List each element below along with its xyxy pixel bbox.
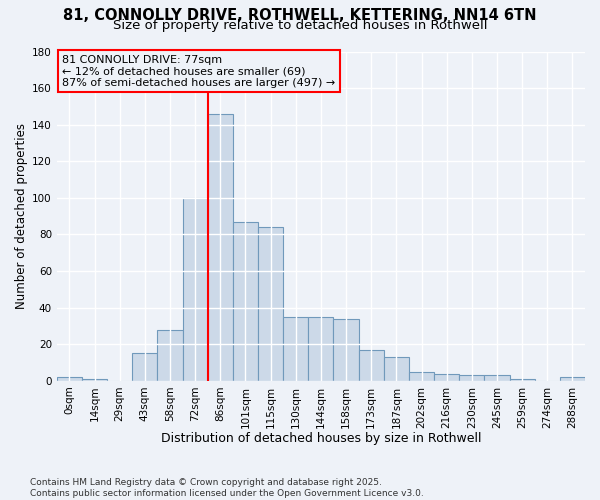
Text: Size of property relative to detached houses in Rothwell: Size of property relative to detached ho… [113,18,487,32]
Bar [560,377,585,381]
Bar [434,374,459,381]
Text: 81 CONNOLLY DRIVE: 77sqm
← 12% of detached houses are smaller (69)
87% of semi-d: 81 CONNOLLY DRIVE: 77sqm ← 12% of detach… [62,55,335,88]
Bar [82,379,107,381]
Bar [409,372,434,381]
X-axis label: Distribution of detached houses by size in Rothwell: Distribution of detached houses by size … [161,432,481,445]
Text: 81, CONNOLLY DRIVE, ROTHWELL, KETTERING, NN14 6TN: 81, CONNOLLY DRIVE, ROTHWELL, KETTERING,… [63,8,537,22]
Bar [384,357,409,381]
Bar [233,222,258,381]
Bar [459,376,484,381]
Bar [157,330,182,381]
Bar [509,379,535,381]
Bar [359,350,384,381]
Bar [182,198,208,381]
Bar [334,318,359,381]
Y-axis label: Number of detached properties: Number of detached properties [15,123,28,309]
Bar [208,114,233,381]
Bar [308,317,334,381]
Bar [258,227,283,381]
Bar [484,376,509,381]
Bar [283,317,308,381]
Text: Contains HM Land Registry data © Crown copyright and database right 2025.
Contai: Contains HM Land Registry data © Crown c… [30,478,424,498]
Bar [57,377,82,381]
Bar [132,354,157,381]
